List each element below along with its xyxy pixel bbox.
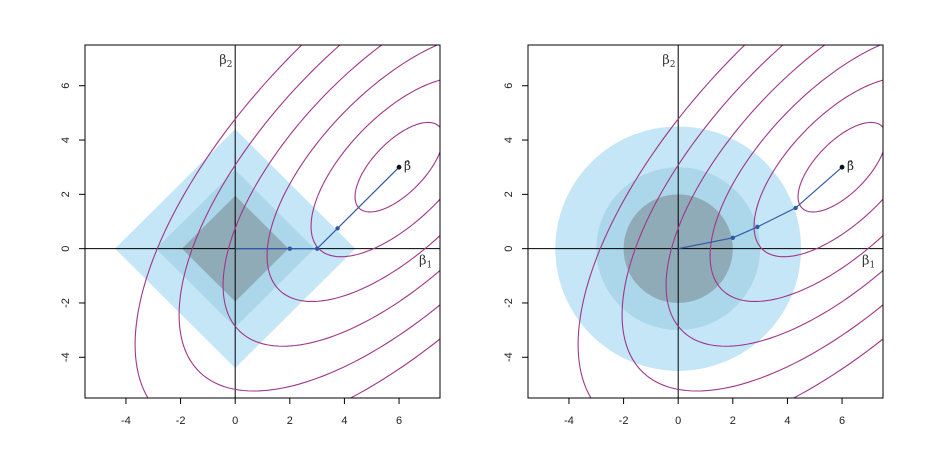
x-tick-label: 4 (784, 415, 790, 427)
y-axis-label-subscript: 2 (670, 60, 676, 70)
x-tick-label: 6 (839, 415, 845, 427)
x-axis-label: β1 (862, 254, 875, 271)
y-tick-label: 6 (503, 83, 515, 89)
beta-hat-label: β̂ (847, 159, 854, 173)
beta-hat-point (396, 164, 402, 170)
rss-contour-1 (354, 121, 440, 213)
x-axis-label: β1 (419, 254, 432, 271)
rss-contour-3 (709, 45, 883, 303)
y-tick-label: 6 (60, 83, 72, 89)
x-axis-label-subscript: 1 (870, 261, 876, 271)
y-axis-label-subscript: 2 (227, 60, 233, 70)
y-tick-label: -4 (60, 352, 72, 362)
x-tick-label: 0 (232, 415, 238, 427)
x-tick-label: -4 (564, 415, 574, 427)
x-axis-label-symbol: β (419, 254, 427, 269)
plot-frame (84, 44, 441, 399)
x-tick-label: 0 (675, 415, 681, 427)
path-point-2 (314, 246, 320, 251)
y-axis-label-symbol: β (662, 53, 670, 68)
x-tick-label: 6 (396, 415, 402, 427)
y-axis-label: β2 (662, 53, 675, 70)
y-tick-label: -2 (60, 298, 72, 308)
x-tick-label: 2 (287, 415, 293, 427)
y-tick-label: 4 (60, 137, 72, 143)
y-axis-label-symbol: β (219, 53, 227, 68)
path-point-2 (755, 224, 760, 230)
x-tick-label: -2 (176, 415, 186, 427)
plot-frame (527, 44, 884, 399)
rss-contour-3 (266, 45, 440, 303)
rss-contour-4 (665, 45, 883, 347)
x-tick-label: 2 (730, 415, 736, 427)
path-point-3 (793, 205, 798, 211)
x-tick-label: 4 (341, 415, 347, 427)
rss-contour-5 (621, 45, 883, 392)
plot-area (528, 45, 883, 398)
rss-contour-1 (797, 121, 883, 213)
x-tick-label: -2 (619, 415, 629, 427)
path-point-1 (730, 235, 736, 240)
y-tick-label: 4 (503, 137, 515, 143)
x-axis-label-symbol: β (862, 254, 870, 269)
rss-contour-5 (178, 45, 440, 392)
y-tick-label: -4 (503, 352, 515, 362)
y-tick-label: 2 (60, 191, 72, 197)
x-tick-label: -4 (121, 415, 131, 427)
rss-contour-2 (753, 79, 883, 258)
y-axis-label: β2 (219, 53, 232, 70)
path-point-3 (335, 226, 340, 231)
rss-contour-4 (222, 45, 440, 347)
y-tick-label: 0 (60, 246, 72, 252)
path-point-1 (287, 246, 293, 251)
y-tick-label: 2 (503, 191, 515, 197)
y-tick-label: 0 (503, 246, 515, 252)
beta-hat-point (839, 164, 845, 170)
x-axis-label-subscript: 1 (427, 261, 433, 271)
y-tick-label: -2 (503, 298, 515, 308)
rss-contour-2 (310, 79, 440, 258)
plot-area (85, 45, 440, 398)
beta-hat-label: β̂ (404, 159, 411, 173)
